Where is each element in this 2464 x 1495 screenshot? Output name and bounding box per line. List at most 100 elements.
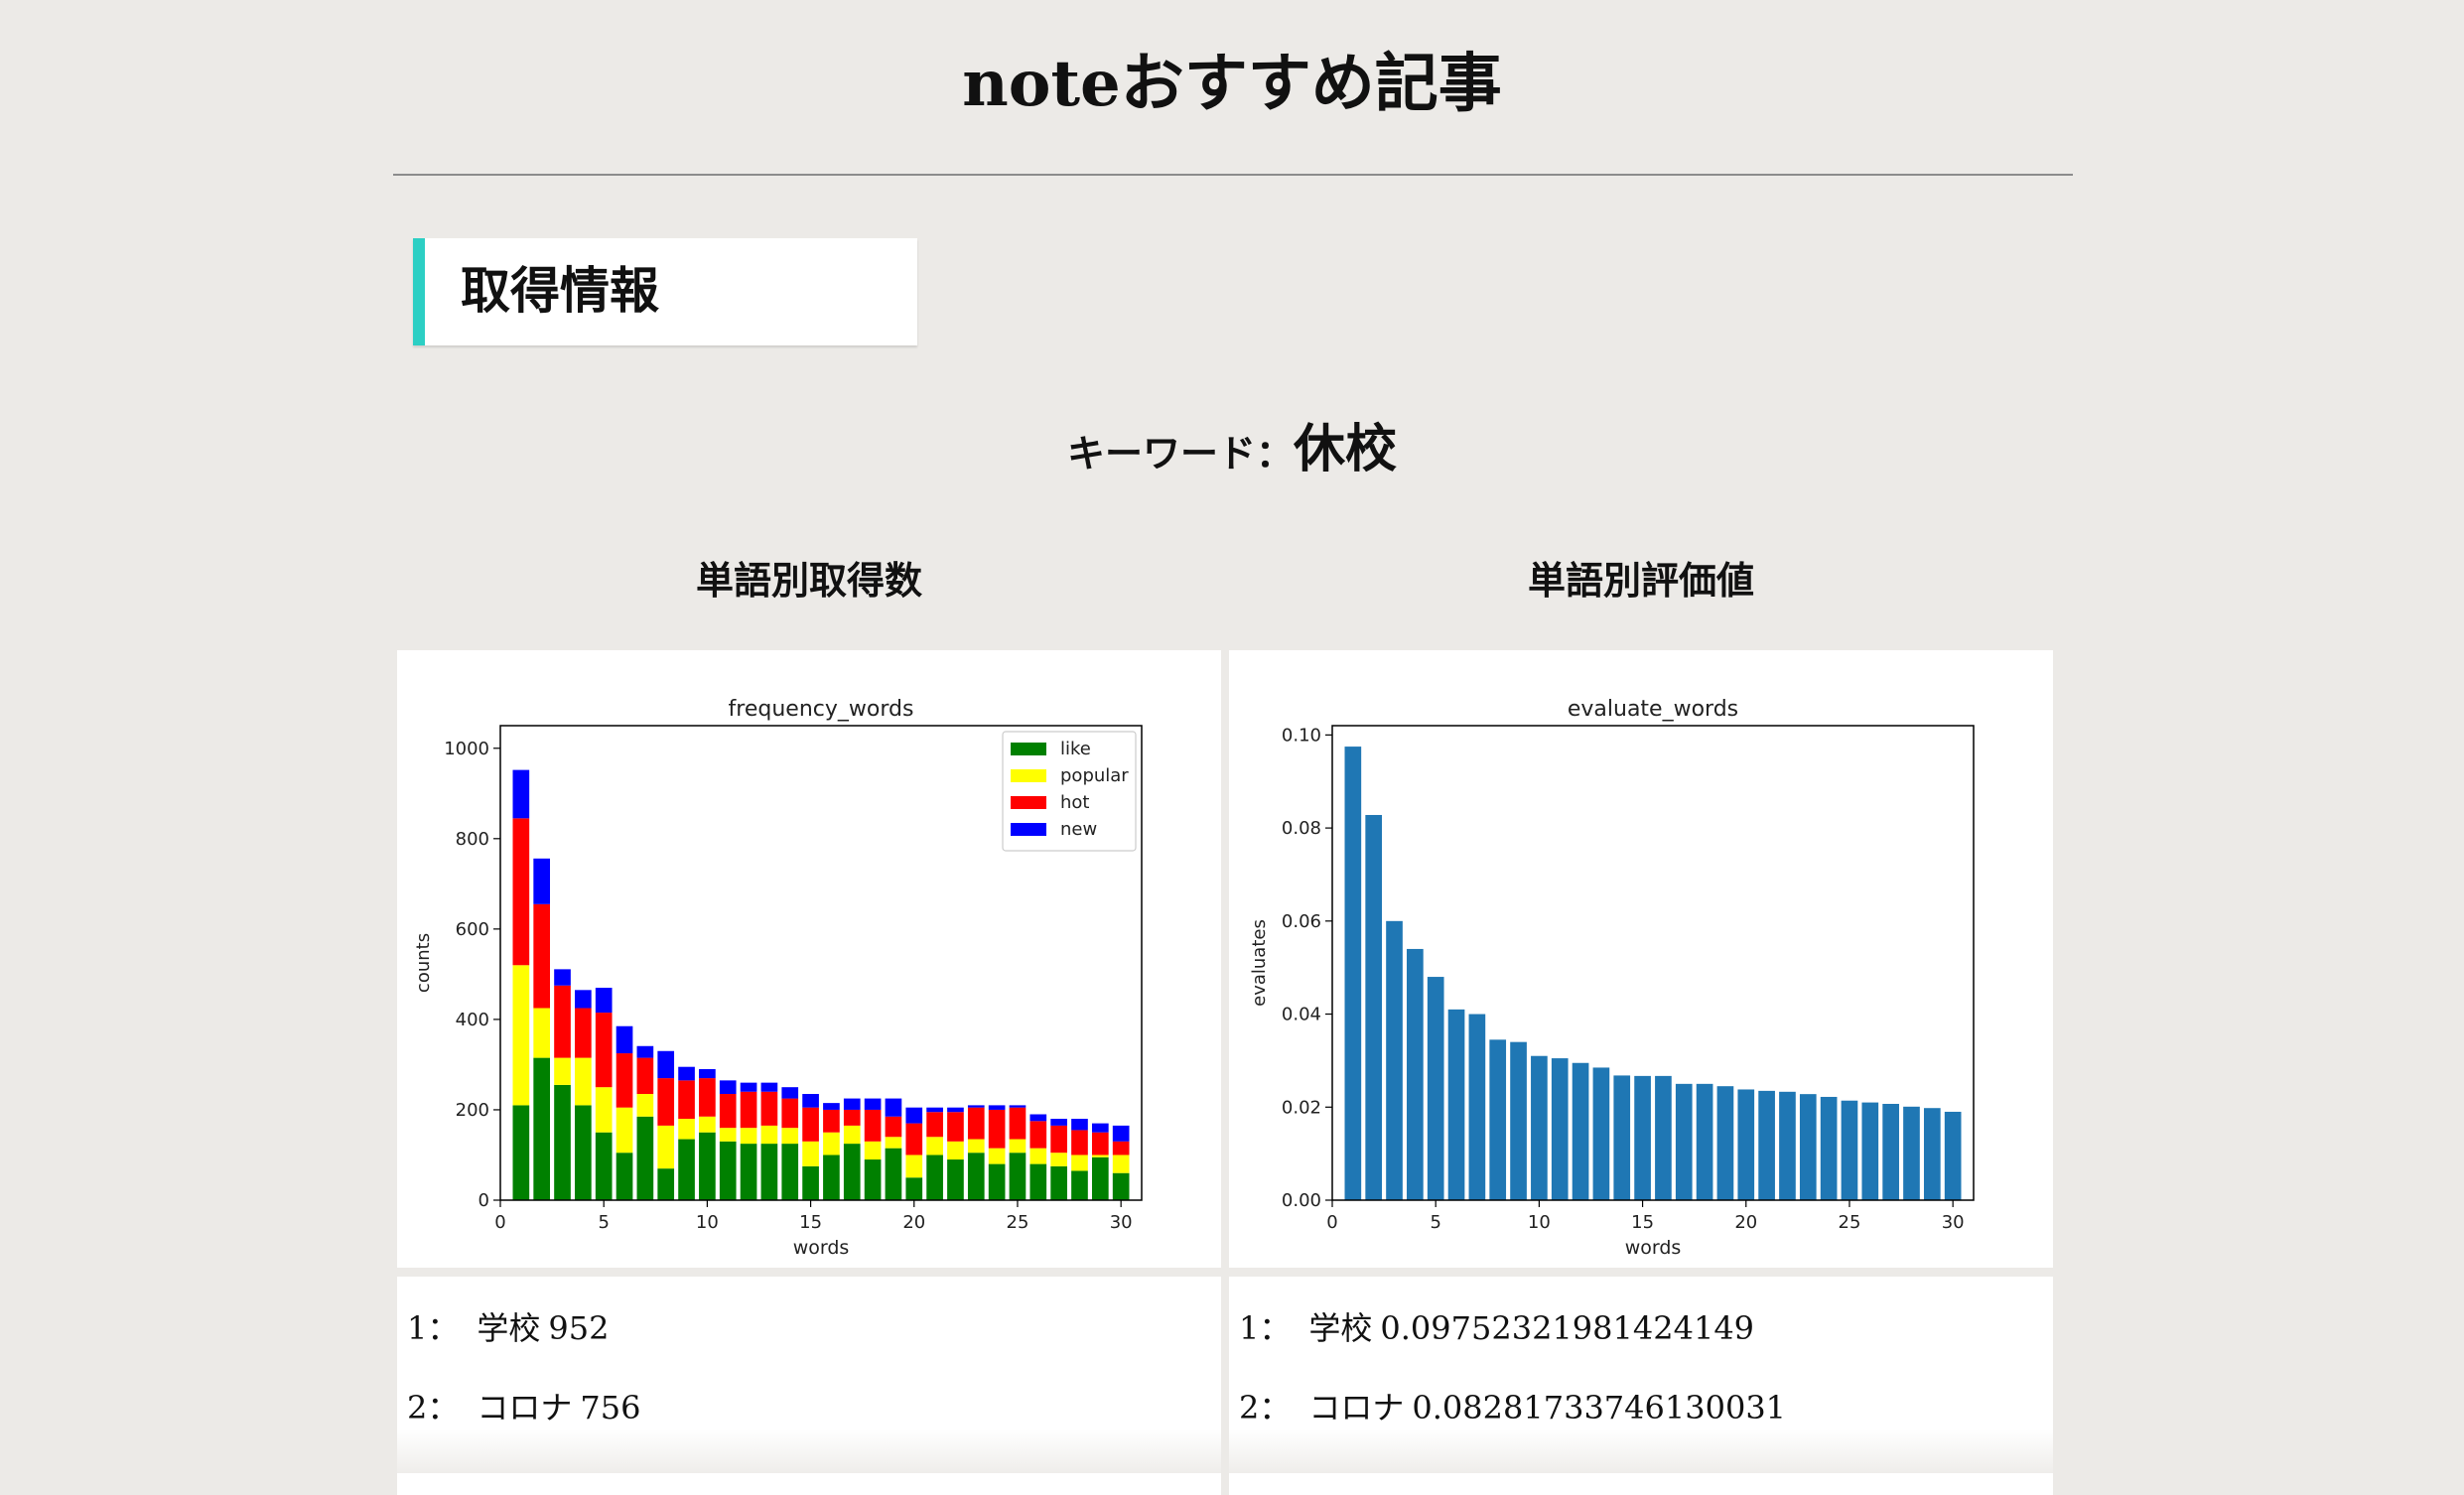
bar-hot [575,1008,592,1058]
keyword-label: キーワード： [1066,431,1294,476]
bar-new [616,1025,633,1054]
x-tick-label: 30 [1110,1212,1133,1233]
bar-like [802,1165,819,1200]
bar-popular [967,1139,985,1154]
x-tick-label: 5 [1430,1212,1440,1233]
bar-popular [947,1141,964,1160]
bar-new [595,988,613,1014]
bar-hot [843,1109,861,1126]
bar [1634,1075,1651,1200]
bar-new [1029,1114,1047,1122]
bar-new [1112,1125,1130,1142]
y-tick-label: 0.00 [1282,1190,1321,1211]
bar-like [967,1153,985,1200]
bar-hot [533,903,551,1009]
list-word: コロナ [477,1389,573,1427]
bar-popular [554,1057,571,1085]
bar-like [657,1168,675,1200]
bar-like [636,1116,654,1200]
keyword-value: 休校 [1294,419,1398,479]
list-word: コロナ [1308,1389,1405,1427]
legend-label: like [1060,739,1091,759]
bar-new [678,1066,695,1081]
bar [1799,1094,1817,1200]
bar [1882,1103,1899,1200]
legend-label: popular [1060,765,1129,786]
bar-popular [802,1141,819,1166]
bar-new [1009,1105,1027,1108]
bar-new [802,1094,819,1108]
keyword-line: キーワード：休校 [0,407,2464,481]
y-tick-label: 0.08 [1282,818,1321,839]
frequency-chart-panel: frequency_words 0 5 10 15 20 25 30 0 200 400 600 800… [397,650,1221,1268]
bar-popular [1071,1155,1088,1171]
bar-new [885,1098,902,1117]
bar [1861,1102,1879,1200]
bar-popular [988,1148,1006,1164]
bar-popular [885,1137,902,1149]
bar-popular [636,1094,654,1117]
bar-popular [926,1137,943,1155]
legend-label: new [1060,819,1097,840]
bar-hot [678,1080,695,1120]
bar-new [533,858,551,904]
list-value: 0.09752321981424149 [1380,1309,1755,1347]
bar [1468,1014,1486,1200]
bar-new [823,1103,840,1110]
title-divider [393,174,2073,176]
bar-new [926,1107,943,1113]
bar-like [781,1144,799,1200]
bar-like [926,1155,943,1200]
x-tick-label: 5 [598,1212,609,1233]
plot-frame [499,725,1143,1201]
bar-popular [616,1107,633,1154]
bar-like [823,1155,840,1200]
y-tick-label: 0.02 [1282,1097,1321,1118]
bar-like [1071,1170,1088,1200]
bar-like [905,1177,923,1200]
y-tick-label: 600 [456,919,489,940]
bar-hot [823,1109,840,1133]
legend-swatch [1011,823,1046,836]
plot-frame [1331,725,1975,1201]
bar-like [595,1132,613,1200]
y-tick-label: 200 [456,1100,489,1121]
bar-hot [926,1112,943,1138]
list-value: 756 [580,1389,641,1427]
legend-swatch [1011,769,1046,782]
bar-like [616,1153,633,1200]
bar-hot [1029,1121,1047,1149]
bar [1944,1111,1962,1200]
legend-label: hot [1060,792,1089,813]
bar [1551,1058,1569,1200]
bar-hot [636,1057,654,1095]
bar [1613,1075,1631,1200]
bar-popular [823,1132,840,1155]
list-item: 1： 学校 0.09752321981424149 [1239,1306,1754,1350]
bar-popular [533,1008,551,1058]
bar-like [678,1139,695,1200]
evaluate-column-title: 単語別評価値 [1527,558,1754,603]
bar-popular [760,1125,778,1145]
bar-popular [740,1128,757,1145]
list-rank: 2： [1239,1389,1292,1427]
bar [1592,1067,1610,1200]
bar-new [988,1105,1006,1110]
bar-hot [699,1078,716,1117]
bar-hot [657,1078,675,1126]
bar-new [719,1080,737,1095]
bar-new [740,1082,757,1092]
list-item: 2： コロナ 756 [407,1386,640,1429]
bar-new [1091,1123,1109,1133]
x-tick-label: 10 [696,1212,719,1233]
bar-new [843,1098,861,1110]
bar-like [843,1144,861,1200]
y-tick-label: 0.10 [1282,725,1321,746]
bar-popular [719,1128,737,1142]
bar [1489,1039,1507,1200]
bar-new [947,1107,964,1113]
x-tick-label: 30 [1942,1212,1965,1233]
legend-box [1002,731,1137,852]
bar-new [967,1105,985,1108]
bar-new [636,1045,654,1058]
